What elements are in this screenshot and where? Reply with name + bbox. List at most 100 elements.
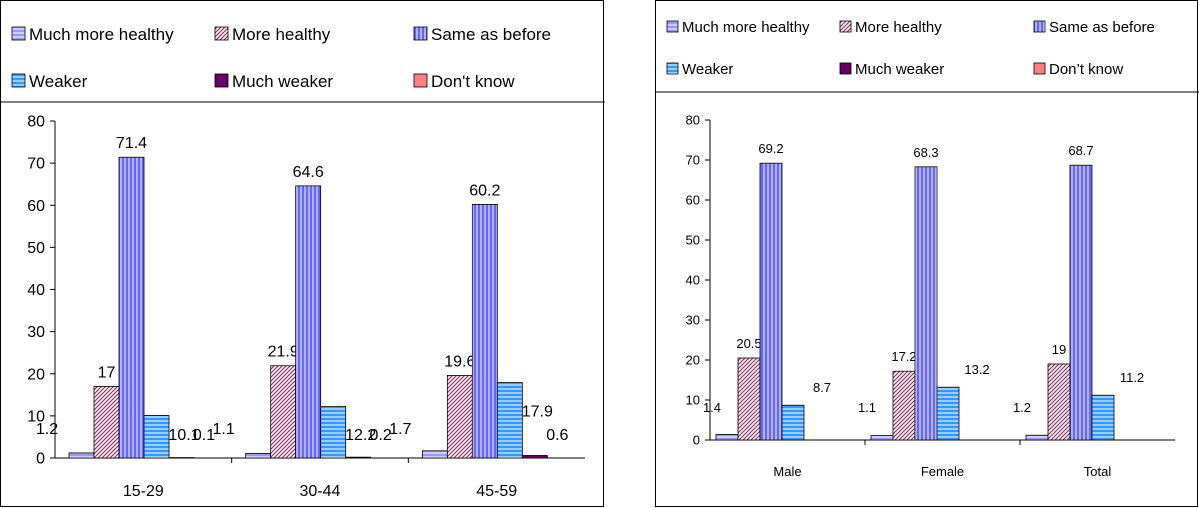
data-label: 60.2: [469, 182, 500, 199]
data-label: 1.4: [703, 400, 721, 415]
bar-more-healthy-total: [1047, 363, 1071, 441]
legend-label: Weaker: [29, 72, 88, 91]
y-tick-label: 20: [686, 353, 700, 368]
legend-swatch: [666, 20, 679, 33]
bar-much-weaker-45-59: [521, 455, 548, 459]
data-label: 20.5: [736, 336, 761, 351]
data-label: 11.2: [1120, 370, 1144, 385]
data-label: 21.9: [268, 344, 299, 361]
bar-much-more-healthy-30-44: [245, 452, 272, 459]
bar-weaker-total: [1091, 394, 1115, 441]
y-tick-label: 50: [27, 240, 45, 257]
age-group-chart: Much more healthy More healthy Same as bef…: [0, 0, 605, 507]
bar-much-more-healthy-45-59: [421, 450, 448, 459]
bar-more-healthy-45-59: [446, 375, 473, 459]
legend-label: Don’t know: [1049, 61, 1123, 78]
legend-item-same-as-before: Same as before: [413, 25, 551, 44]
legend-label: Much more healthy: [682, 19, 810, 36]
data-label: 17.9: [522, 404, 553, 421]
bar-much-weaker-30-44: [345, 456, 372, 459]
legend-label: Much weaker: [855, 61, 944, 78]
legend-label: More healthy: [855, 19, 942, 36]
x-tick-label: 30-44: [300, 483, 341, 500]
gender-chart: Much more healthy More healthy Same as bef…: [655, 0, 1199, 507]
legend-item-more-healthy: More healthy: [839, 19, 942, 36]
data-label: 1.2: [36, 421, 58, 438]
legend-swatch: [1033, 62, 1046, 75]
y-tick-label: 30: [686, 313, 700, 328]
legend-item-much-more-healthy: Much more healthy: [11, 25, 174, 44]
bar-much-more-healthy-15-29: [68, 452, 95, 459]
legend-label: Weaker: [682, 61, 733, 78]
data-label: 1.1: [213, 421, 235, 438]
data-label: 68.3: [913, 145, 938, 160]
legend-item-much-more-healthy: Much more healthy: [666, 19, 810, 36]
y-tick-label: 70: [686, 153, 700, 168]
y-tick-label: 80: [27, 114, 45, 131]
legend-swatch: [666, 62, 679, 75]
bar-more-healthy-15-29: [93, 385, 120, 459]
bar-weaker-15-29: [143, 415, 170, 459]
bar-more-healthy-male: [737, 357, 761, 441]
bar-same-as-before-15-29: [118, 156, 145, 459]
x-tick-label: Male: [773, 464, 801, 479]
bar-more-healthy-female: [892, 370, 916, 441]
legend-swatch: [214, 26, 229, 41]
data-label: 69.2: [758, 141, 783, 156]
legend-label: Much more healthy: [29, 25, 174, 44]
bar-same-as-before-female: [914, 166, 938, 441]
bar-much-more-healthy-female: [870, 435, 894, 441]
bar-more-healthy-30-44: [270, 365, 297, 459]
bar-same-as-before-total: [1069, 164, 1093, 441]
y-tick-label: 50: [686, 233, 700, 248]
bar-weaker-45-59: [496, 382, 523, 459]
y-tick-label: 80: [686, 113, 700, 128]
y-tick-label: 70: [27, 156, 45, 173]
x-tick-label: 15-29: [123, 483, 164, 500]
legend-label: Much weaker: [232, 72, 333, 91]
x-tick-label: 45-59: [476, 483, 517, 500]
data-label: 12.2: [345, 427, 376, 444]
legend-item-don-t-know: Don't know: [413, 72, 515, 91]
data-label: 8.7: [813, 380, 831, 395]
data-label: 64.6: [293, 164, 324, 181]
data-label: 0.1: [193, 427, 215, 444]
legend-swatch: [214, 73, 229, 88]
legend-swatch: [1033, 20, 1046, 33]
data-label: 1.1: [858, 400, 876, 415]
legend-item-don-t-know: Don’t know: [1033, 61, 1123, 78]
y-tick-label: 20: [27, 366, 45, 383]
legend-item-weaker: Weaker: [666, 61, 733, 78]
legend-label: Same as before: [431, 25, 551, 44]
bar-same-as-before-male: [759, 162, 783, 441]
legend-swatch: [11, 73, 26, 88]
legend-item-much-weaker: Much weaker: [839, 61, 944, 78]
data-label: 17: [98, 364, 116, 381]
legend-swatch: [839, 20, 852, 33]
data-label: 0.6: [546, 427, 568, 444]
bar-weaker-female: [936, 386, 960, 441]
data-label: 19: [1052, 342, 1066, 357]
legend-item-more-healthy: More healthy: [214, 25, 331, 44]
y-tick-label: 10: [27, 408, 45, 425]
x-tick-label: Total: [1084, 464, 1112, 479]
data-label: 10.1: [168, 427, 199, 444]
data-label: 1.2: [1013, 400, 1031, 415]
y-tick-label: 60: [27, 198, 45, 215]
y-tick-label: 0: [36, 451, 45, 468]
data-label: 0.2: [370, 427, 392, 444]
data-label: 71.4: [116, 135, 147, 152]
bar-same-as-before-30-44: [295, 185, 322, 459]
legend-swatch: [413, 73, 428, 88]
bar-much-more-healthy-male: [715, 433, 739, 441]
data-label: 17.2: [891, 349, 916, 364]
legend-label: Don't know: [431, 72, 515, 91]
bar-same-as-before-45-59: [471, 204, 498, 459]
y-tick-label: 30: [27, 324, 45, 341]
legend-item-much-weaker: Much weaker: [214, 72, 333, 91]
data-label: 13.2: [964, 362, 989, 377]
y-tick-label: 10: [686, 393, 700, 408]
data-label: 1.7: [389, 421, 411, 438]
data-label: 68.7: [1068, 143, 1093, 158]
legend-item-same-as-before: Same as before: [1033, 19, 1155, 36]
